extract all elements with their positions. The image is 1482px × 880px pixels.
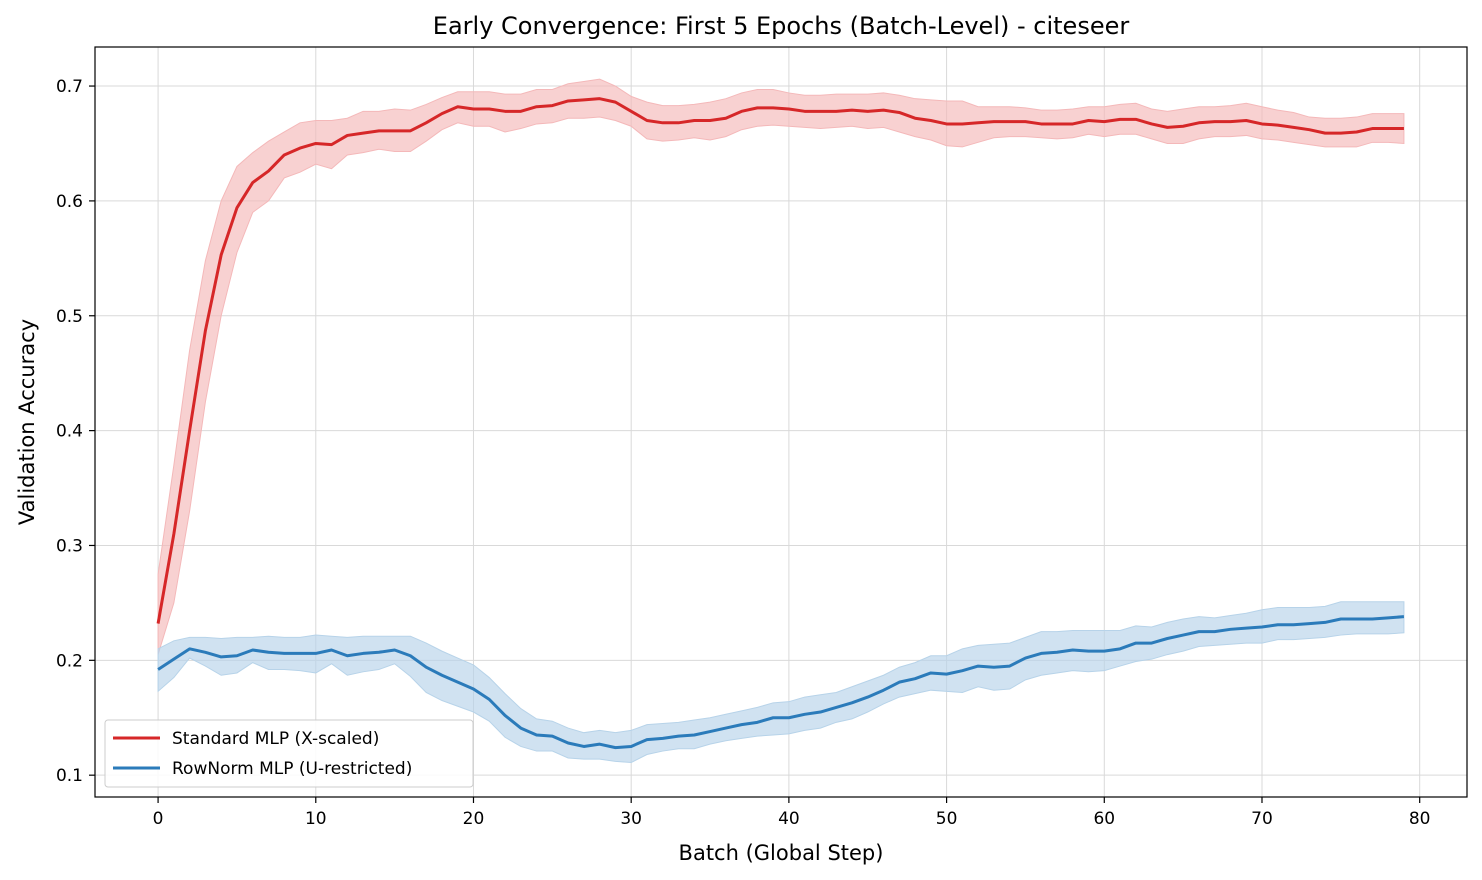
x-axis-ticks: 0 10 20 30 40 50 60 70 80 (153, 797, 1431, 829)
y-tick-label: 0.2 (56, 651, 83, 671)
y-tick-label: 0.6 (56, 192, 83, 212)
x-tick-label: 40 (778, 809, 800, 829)
grid-lines (95, 47, 1467, 797)
x-tick-label: 20 (463, 809, 485, 829)
y-tick-label: 0.1 (56, 766, 83, 786)
x-tick-label: 60 (1093, 809, 1115, 829)
line-standard-mlp (156, 97, 1404, 624)
x-tick-label: 50 (936, 809, 958, 829)
series-lines (156, 97, 1405, 750)
band-standard-mlp (157, 78, 1405, 655)
legend-label-rownorm-mlp: RowNorm MLP (U-restricted) (172, 759, 412, 779)
legend-label-standard-mlp: Standard MLP (X-scaled) (172, 729, 379, 749)
y-axis-ticks: 0.1 0.2 0.3 0.4 0.5 0.6 0.7 (56, 77, 95, 786)
y-tick-label: 0.3 (56, 536, 83, 556)
plot-frame (94, 46, 1468, 798)
y-axis-label: Validation Accuracy (15, 319, 39, 525)
chart-title: Early Convergence: First 5 Epochs (Batch… (433, 12, 1130, 40)
y-tick-label: 0.5 (56, 307, 83, 327)
legend-box (104, 719, 474, 788)
x-tick-label: 30 (620, 809, 642, 829)
band-rownorm-mlp (157, 601, 1405, 764)
line-rownorm-mlp (157, 615, 1405, 750)
confidence-bands (157, 78, 1405, 764)
x-tick-label: 0 (153, 809, 164, 829)
legend: Standard MLP (X-scaled) RowNorm MLP (U-r… (104, 719, 474, 788)
x-axis-label: Batch (Global Step) (679, 841, 884, 865)
x-tick-label: 70 (1251, 809, 1273, 829)
y-tick-label: 0.7 (56, 77, 83, 97)
x-tick-label: 80 (1409, 809, 1431, 829)
x-tick-label: 10 (305, 809, 327, 829)
y-tick-label: 0.4 (56, 422, 83, 442)
